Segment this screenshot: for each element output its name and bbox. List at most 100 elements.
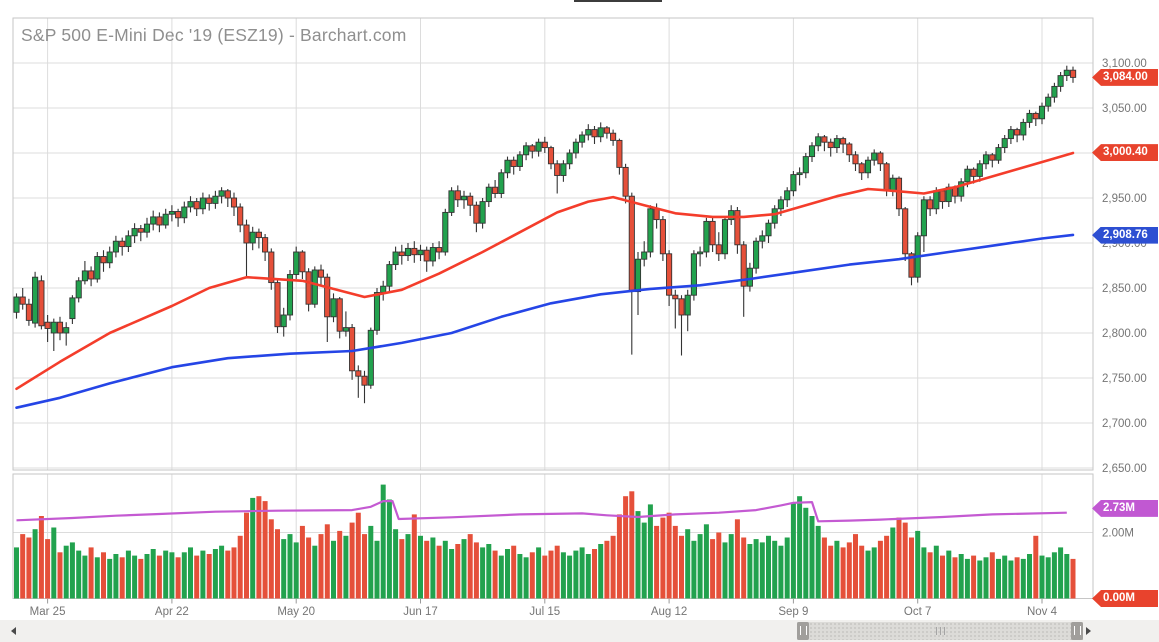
- candle-body: [411, 247, 418, 256]
- volume-bar: [821, 537, 827, 599]
- candle-body: [902, 208, 909, 255]
- volume-bar: [654, 525, 660, 599]
- ma-slow-line: [15, 233, 1075, 409]
- volume-bar: [424, 540, 430, 599]
- volume-bar: [498, 555, 504, 599]
- candle-body: [454, 190, 461, 201]
- candle-body: [740, 244, 747, 287]
- x-axis-label: Jun 17: [403, 606, 438, 618]
- candle-body: [467, 195, 474, 206]
- volume-bar: [871, 547, 877, 599]
- volume-bar: [933, 545, 939, 599]
- candle-body: [721, 219, 729, 255]
- volume-bar: [1045, 557, 1051, 599]
- candle-body: [846, 143, 853, 156]
- price-axis-label: 2,950.00: [1102, 193, 1147, 205]
- volume-bar: [88, 547, 94, 599]
- candle-body: [131, 228, 138, 237]
- candle-body: [423, 249, 430, 262]
- volume-bar: [1039, 555, 1045, 599]
- horizontal-scrollbar[interactable]: [0, 620, 1159, 642]
- candle-body: [299, 251, 306, 273]
- candle-body: [579, 134, 586, 143]
- scrollbar-thumb[interactable]: [797, 622, 1083, 640]
- volume-bar: [909, 537, 914, 599]
- scrollbar-right-resize-handle[interactable]: [1071, 622, 1083, 640]
- volume-bar: [163, 550, 169, 599]
- scroll-left-arrow-icon[interactable]: [11, 627, 16, 635]
- candle-body: [1051, 85, 1058, 98]
- volume-bar: [790, 502, 796, 599]
- candle-body: [262, 237, 269, 253]
- volume-bar: [536, 547, 542, 599]
- volume-bar: [405, 534, 411, 599]
- volume-bar: [20, 534, 26, 599]
- candle-body: [75, 280, 82, 299]
- candle-body: [1057, 75, 1064, 87]
- volume-bar: [318, 534, 324, 599]
- candle-body: [877, 152, 884, 165]
- candle-body: [317, 269, 325, 278]
- volume-bar: [778, 545, 784, 599]
- candle-body: [622, 166, 629, 197]
- volume-ma-line: [16, 500, 1067, 523]
- volume-bar: [461, 539, 467, 599]
- scroll-right-arrow-icon[interactable]: [1086, 627, 1091, 635]
- volume-bar: [803, 507, 809, 599]
- volume-bar: [964, 558, 970, 599]
- price-axis-label: 3,100.00: [1102, 58, 1147, 70]
- volume-bar: [977, 560, 983, 599]
- volume-bar: [324, 524, 330, 599]
- candle-body: [591, 129, 598, 138]
- candle-body: [554, 163, 561, 176]
- candle-body: [429, 247, 436, 262]
- volume-bar: [815, 525, 821, 599]
- candle-body: [815, 136, 822, 147]
- candle-body: [666, 253, 673, 296]
- volume-axis-label: 2.00M: [1102, 528, 1134, 540]
- candle-body: [982, 154, 990, 165]
- volume-bar: [113, 554, 119, 599]
- candle-body: [939, 190, 946, 203]
- volume-bar: [250, 497, 256, 599]
- volume-bar: [45, 539, 51, 599]
- scrollbar-left-resize-handle[interactable]: [797, 622, 809, 640]
- volume-bar: [380, 484, 386, 599]
- candle-body: [566, 152, 573, 165]
- volume-bar: [299, 525, 305, 599]
- candle-body: [286, 274, 294, 316]
- candle-body: [659, 219, 666, 255]
- candle-body: [840, 138, 847, 145]
- volume-bar: [473, 542, 479, 599]
- volume-bar: [225, 550, 231, 599]
- volume-bar: [753, 539, 759, 599]
- volume-bar: [293, 542, 299, 599]
- candle-body: [709, 220, 716, 246]
- candle-body: [827, 141, 834, 149]
- candle-body: [156, 216, 163, 226]
- candle-body: [628, 195, 635, 293]
- volume-bar: [349, 522, 355, 599]
- volume-bar: [51, 527, 57, 599]
- volume-bar: [697, 534, 703, 599]
- volume-bar: [156, 555, 162, 599]
- volume-bar: [511, 545, 517, 599]
- volume-bar: [828, 545, 834, 599]
- volume-bar: [741, 537, 747, 599]
- candle-body: [970, 168, 977, 177]
- volume-bar: [921, 547, 927, 599]
- candle-body: [268, 251, 275, 284]
- candle-body: [808, 145, 816, 158]
- handle-grip-icon: [1073, 626, 1081, 635]
- candle-body: [336, 298, 343, 332]
- candle-body: [63, 327, 70, 334]
- candle-body: [833, 138, 840, 149]
- price-axis-label: 2,800.00: [1102, 328, 1147, 340]
- volume-bar: [492, 550, 498, 599]
- candle-body: [746, 267, 753, 287]
- volume-bar: [1058, 547, 1064, 599]
- candle-body: [684, 294, 691, 316]
- volume-bar: [722, 542, 728, 599]
- volume-bar: [119, 557, 125, 599]
